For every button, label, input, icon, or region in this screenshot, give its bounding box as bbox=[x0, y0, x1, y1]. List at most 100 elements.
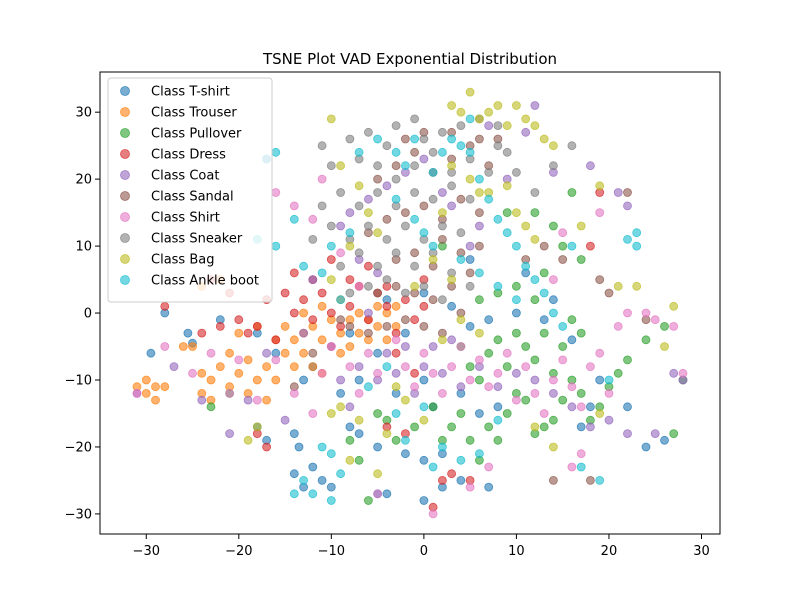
data-point bbox=[151, 382, 160, 392]
x-tick-label: 20 bbox=[601, 544, 618, 559]
data-point bbox=[326, 255, 336, 264]
legend-item: Class Coat bbox=[120, 169, 219, 184]
data-point bbox=[474, 134, 484, 144]
data-point bbox=[280, 415, 290, 425]
data-point bbox=[493, 368, 503, 378]
data-point bbox=[512, 368, 521, 378]
legend-item: Class Ankle boot bbox=[120, 274, 259, 289]
data-point bbox=[549, 375, 558, 385]
series-6 bbox=[132, 174, 688, 519]
data-point bbox=[456, 107, 466, 117]
data-point bbox=[336, 388, 346, 398]
data-point bbox=[437, 368, 447, 378]
data-point bbox=[363, 348, 373, 358]
legend-label: Class T-shirt bbox=[151, 85, 230, 100]
data-point bbox=[252, 395, 262, 405]
data-point bbox=[400, 362, 410, 372]
legend-marker bbox=[120, 254, 130, 264]
data-point bbox=[336, 295, 346, 305]
legend-item: Class Dress bbox=[120, 148, 226, 163]
data-point bbox=[354, 362, 364, 372]
data-point bbox=[183, 328, 193, 338]
data-point bbox=[271, 355, 281, 365]
legend-label: Class Bag bbox=[151, 253, 214, 268]
data-point bbox=[243, 435, 253, 445]
data-point bbox=[289, 388, 299, 398]
data-point bbox=[447, 161, 457, 171]
data-point bbox=[549, 388, 558, 398]
data-point bbox=[650, 429, 660, 439]
data-point bbox=[345, 362, 355, 372]
data-point bbox=[400, 288, 410, 298]
x-tick-label: −10 bbox=[318, 544, 345, 559]
data-point bbox=[419, 375, 429, 385]
data-point bbox=[549, 295, 558, 305]
data-point bbox=[465, 174, 475, 184]
data-point bbox=[447, 134, 457, 144]
data-point bbox=[317, 475, 327, 485]
data-point bbox=[428, 342, 438, 351]
data-point bbox=[465, 87, 475, 97]
data-point bbox=[502, 147, 512, 157]
data-point bbox=[382, 181, 392, 191]
data-point bbox=[391, 281, 401, 291]
data-point bbox=[410, 114, 420, 124]
data-point bbox=[549, 308, 558, 318]
legend-box bbox=[107, 77, 273, 303]
data-point bbox=[271, 188, 281, 197]
data-point bbox=[530, 422, 540, 432]
data-point bbox=[382, 348, 392, 358]
data-point bbox=[549, 275, 558, 285]
data-point bbox=[493, 214, 503, 224]
legend-marker bbox=[120, 170, 130, 180]
data-point bbox=[363, 328, 373, 338]
data-point bbox=[345, 134, 355, 144]
data-point bbox=[465, 147, 475, 157]
data-point bbox=[549, 221, 558, 231]
data-point bbox=[299, 348, 309, 358]
data-point bbox=[437, 188, 447, 197]
data-point bbox=[530, 234, 540, 244]
y-tick-label: 30 bbox=[75, 106, 92, 121]
data-point bbox=[326, 342, 336, 351]
data-point bbox=[437, 295, 447, 305]
data-point bbox=[317, 288, 327, 298]
data-point bbox=[465, 241, 475, 251]
data-point bbox=[243, 395, 253, 405]
data-point bbox=[530, 208, 540, 218]
legend-item: Class T-shirt bbox=[120, 85, 230, 100]
data-point bbox=[474, 268, 484, 278]
data-point bbox=[613, 188, 623, 197]
data-point bbox=[391, 435, 401, 445]
data-point bbox=[169, 362, 179, 372]
data-point bbox=[465, 362, 475, 372]
data-point bbox=[289, 469, 299, 479]
data-point bbox=[336, 315, 346, 325]
data-point bbox=[493, 402, 503, 412]
data-point bbox=[317, 335, 327, 345]
data-point bbox=[576, 402, 586, 412]
data-point bbox=[484, 167, 494, 177]
data-point bbox=[308, 462, 318, 472]
data-point bbox=[474, 328, 484, 338]
data-point bbox=[225, 348, 235, 358]
data-point bbox=[410, 382, 420, 392]
data-point bbox=[474, 355, 484, 365]
data-point bbox=[530, 355, 540, 365]
chart-title: TSNE Plot VAD Exponential Distribution bbox=[262, 50, 557, 68]
data-point bbox=[437, 475, 447, 485]
data-point bbox=[567, 188, 577, 197]
data-point bbox=[419, 348, 429, 358]
data-point bbox=[363, 208, 373, 218]
data-point bbox=[595, 375, 605, 385]
data-point bbox=[382, 335, 392, 345]
data-point bbox=[326, 308, 336, 318]
data-point bbox=[419, 415, 429, 425]
data-point bbox=[465, 255, 475, 264]
data-point bbox=[373, 469, 383, 479]
points-layer bbox=[132, 87, 688, 519]
data-point bbox=[373, 228, 383, 238]
data-point bbox=[493, 335, 503, 345]
x-tick-label: −20 bbox=[225, 544, 252, 559]
data-point bbox=[354, 147, 364, 157]
